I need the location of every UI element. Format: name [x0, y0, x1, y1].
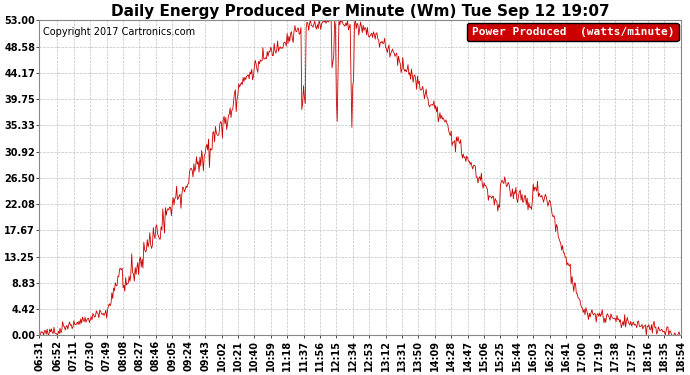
Text: Copyright 2017 Cartronics.com: Copyright 2017 Cartronics.com — [43, 27, 195, 37]
Legend: Power Produced  (watts/minute): Power Produced (watts/minute) — [467, 22, 678, 42]
Title: Daily Energy Produced Per Minute (Wm) Tue Sep 12 19:07: Daily Energy Produced Per Minute (Wm) Tu… — [111, 4, 609, 19]
